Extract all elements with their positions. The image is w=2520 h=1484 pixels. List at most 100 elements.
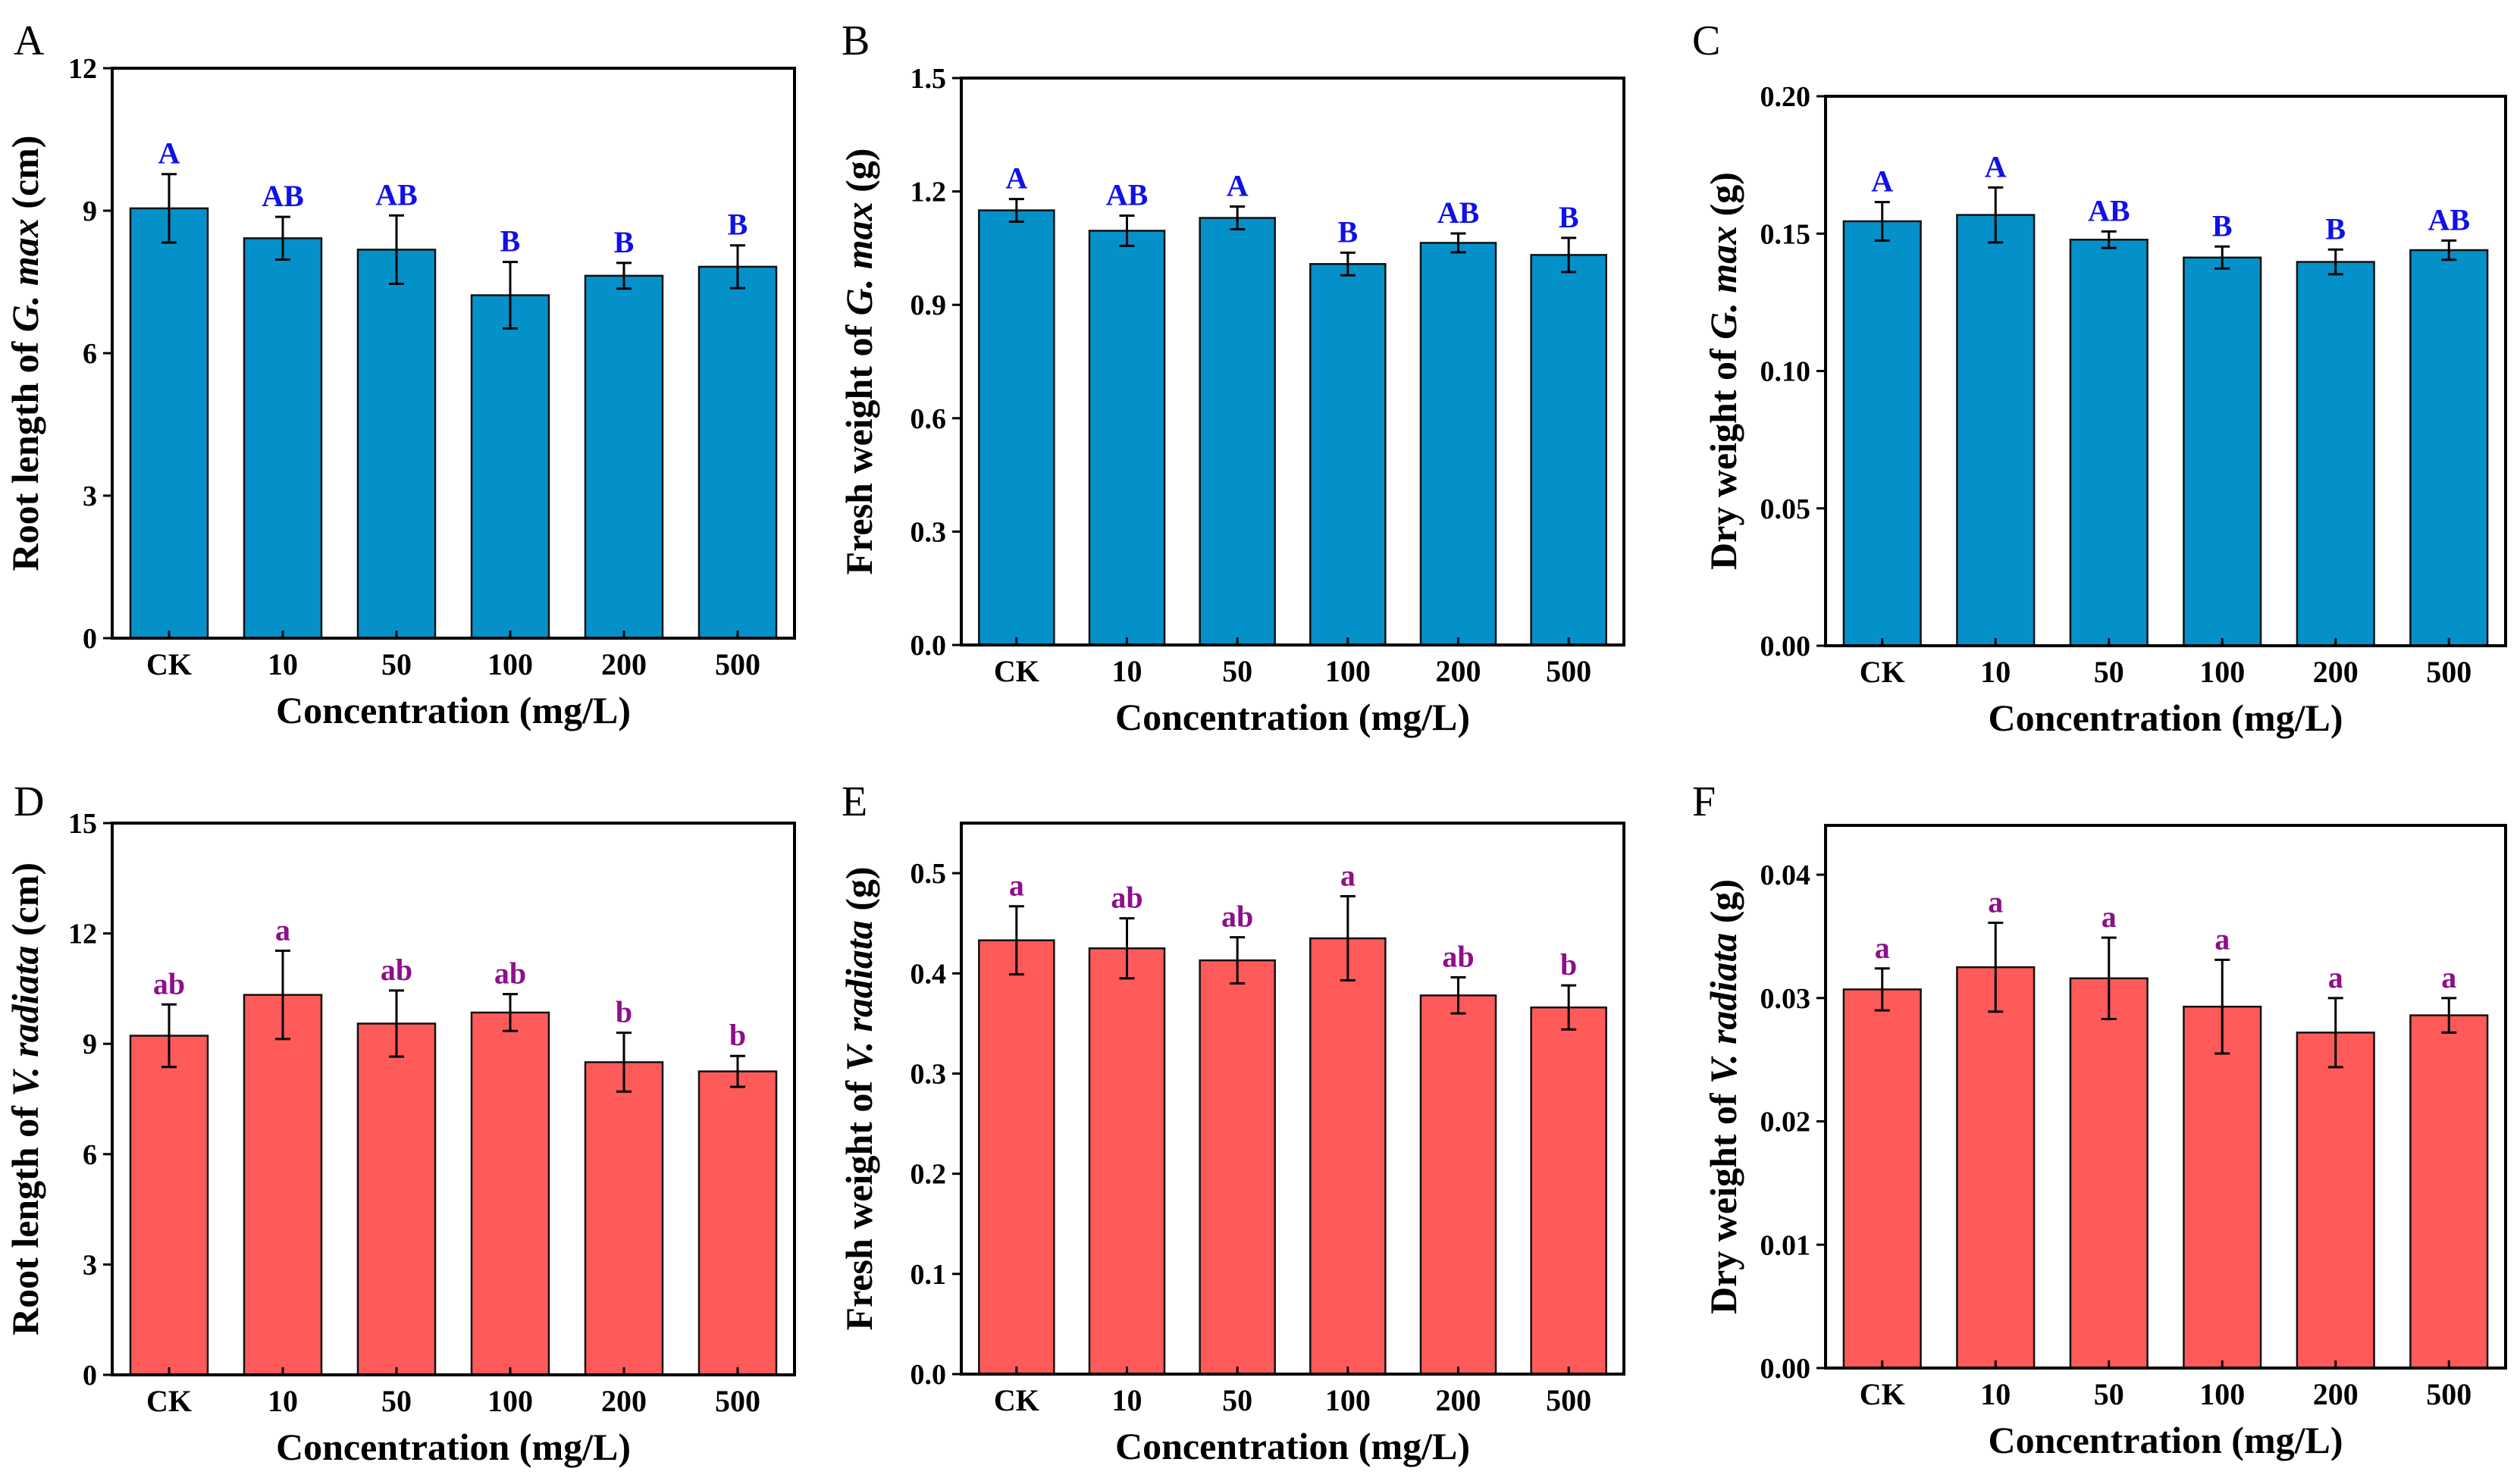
significance-letter: AB [2428, 202, 2470, 236]
x-tick-label: 100 [2199, 655, 2245, 689]
x-tick-label: 200 [2313, 655, 2359, 689]
bar-200 [2296, 261, 2375, 647]
y-tick-label: 0.3 [911, 516, 947, 548]
y-tick-label: 9 [83, 196, 97, 227]
bar-CK [978, 939, 1055, 1376]
error-bar-CK [1008, 905, 1024, 976]
x-tick-label: 10 [1980, 1377, 2011, 1411]
bar-10 [243, 237, 323, 640]
error-bar-500 [1561, 984, 1577, 1031]
significance-letter: B [1337, 214, 1358, 249]
error-bar-100 [503, 261, 518, 330]
y-tick-label: 0.02 [1760, 1107, 1811, 1138]
plot-frame [111, 67, 796, 640]
x-tick-label: 10 [268, 1384, 298, 1418]
x-tick-label: 500 [715, 1384, 760, 1418]
x-tick-label: 500 [715, 647, 760, 681]
error-bar-200 [2327, 997, 2343, 1069]
x-tick-label: 200 [1436, 1383, 1481, 1417]
x-tick-label: 50 [381, 647, 412, 681]
x-tick-label: 10 [1112, 654, 1142, 688]
bar-100 [470, 1011, 550, 1376]
x-tick-label: 50 [2094, 1377, 2124, 1411]
bar-50 [356, 1022, 437, 1376]
x-tick-label: 100 [2199, 1377, 2245, 1411]
error-bar-200 [1450, 232, 1466, 254]
y-tick-label: 0.03 [1760, 983, 1811, 1015]
x-axis-label: Concentration (mg/L) [1989, 1419, 2343, 1461]
error-bar-CK [1008, 198, 1024, 223]
y-tick-label: 0.4 [911, 958, 947, 990]
x-tick-label: CK [994, 1383, 1039, 1417]
chart-panel-E: Ea CK ab 10 ab 50 a 100 ab 200 b 500 0.0 0.1 0.2 0.3 0.4… [838, 778, 1625, 1467]
significance-letter: B [500, 224, 521, 258]
chart-panel-F: Fa CK a 10 a 50 a 100 a 200 a 500 0.00 0.01 0.02 0.03 0.… [1692, 778, 2507, 1461]
x-tick-label: 100 [487, 1384, 533, 1418]
bar-50 [2069, 977, 2149, 1370]
error-bar-50 [1230, 205, 1246, 230]
significance-letter: AB [1437, 196, 1480, 230]
significance-letter: b [729, 1018, 746, 1052]
bar-500 [697, 1070, 778, 1376]
plot-frame [1824, 824, 2507, 1370]
bar-50 [1199, 217, 1276, 647]
bar-CK [129, 1035, 209, 1376]
significance-letter: B [2325, 211, 2346, 246]
error-bar-CK [161, 173, 177, 244]
y-axis-label: Dry weight of G. max (g) [1702, 172, 1744, 570]
bar-10 [1088, 947, 1166, 1376]
y-tick-label: 0.5 [911, 858, 947, 890]
error-bar-500 [730, 244, 745, 290]
bar-100 [470, 294, 550, 640]
error-bar-200 [1450, 976, 1466, 1015]
significance-letter: ab [1442, 940, 1474, 974]
x-axis-label: Concentration (mg/L) [1989, 697, 2343, 739]
y-tick-label: 0.15 [1760, 218, 1811, 250]
y-tick-label: 0.6 [911, 403, 947, 435]
significance-letter: B [728, 208, 748, 242]
panel-label: E [842, 778, 867, 825]
significance-letter: AB [375, 177, 418, 211]
plot-frame [960, 77, 1625, 647]
x-tick-label: 50 [381, 1384, 412, 1418]
bar-100 [1309, 263, 1387, 647]
chart-panel-A: A A CK AB 10 AB 50 B 100 B 200 B 500 0 3 6 9 12 Concentrat… [4, 17, 796, 731]
y-tick-label: 0.20 [1760, 81, 1811, 113]
error-bar-CK [161, 1003, 177, 1069]
y-tick-label: 1.5 [911, 63, 947, 95]
x-tick-label: 200 [601, 647, 647, 681]
significance-letter: B [1559, 200, 1579, 234]
bar-100 [1309, 937, 1387, 1376]
significance-letter: AB [1106, 178, 1149, 212]
y-tick-label: 0.04 [1760, 859, 1811, 891]
x-tick-label: 500 [1546, 1383, 1591, 1417]
bar-CK [1842, 220, 1922, 647]
bar-10 [1956, 966, 2036, 1370]
chart-panel-D: Dab CK a 10 ab 50 ab 100 b 200 b 500 0 3 6 9 12 15 Concent… [4, 778, 796, 1468]
chart-panel-C: C A CK A 10 AB 50 B 100 B 200 AB 500 0.00 0.05 0.10 0.15… [1692, 17, 2507, 739]
bar-500 [697, 265, 778, 640]
error-bar-500 [1561, 236, 1577, 274]
significance-letter: b [1560, 947, 1577, 982]
y-tick-label: 0.2 [911, 1159, 947, 1191]
significance-letter: ab [153, 966, 185, 1000]
panel-label: B [842, 17, 870, 64]
panel-label: A [14, 17, 45, 64]
significance-letter: A [1985, 149, 2007, 183]
significance-letter: a [2102, 900, 2117, 934]
panel-label: C [1692, 17, 1720, 64]
significance-letter: a [2214, 922, 2230, 956]
significance-letter: a [275, 913, 290, 947]
significance-letter: ab [381, 953, 412, 987]
error-bar-50 [389, 214, 404, 286]
significance-letter: a [1875, 931, 1890, 965]
x-axis-label: Concentration (mg/L) [1115, 696, 1470, 738]
significance-letter: A [1871, 164, 1893, 199]
significance-letter: a [1340, 858, 1356, 892]
significance-letter: a [1988, 885, 2003, 919]
x-tick-label: 200 [601, 1384, 647, 1418]
significance-letter: A [158, 136, 180, 171]
bar-200 [1419, 994, 1497, 1376]
x-tick-label: 100 [487, 647, 533, 681]
y-axis-label: Root length of G. max (cm) [4, 136, 46, 571]
